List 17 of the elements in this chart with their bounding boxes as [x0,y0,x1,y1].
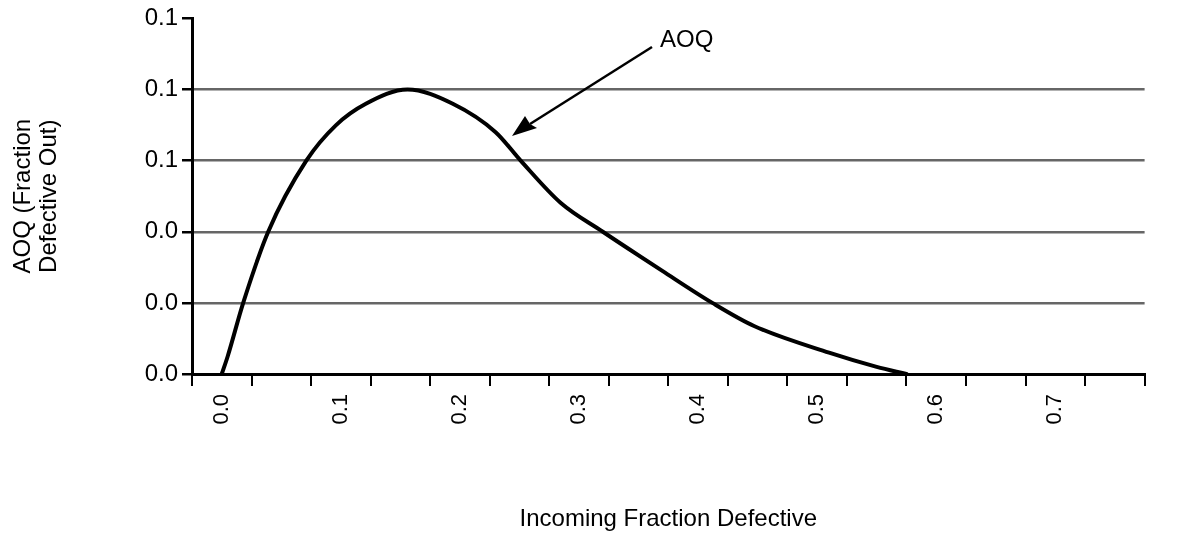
x-tick-label: 0.5 [803,394,829,425]
x-axis-title: Incoming Fraction Defective [519,504,818,532]
y-tick-label: 0.0 [144,287,178,315]
x-tick-label: 0.6 [922,394,948,425]
x-tick-label: 0.0 [207,394,233,425]
x-tick-label: 0.2 [445,394,471,425]
y-tick-label: 0.1 [144,74,178,102]
x-tick-label: 0.7 [1041,394,1067,425]
x-tick-label: 0.4 [684,394,710,425]
y-tick-label: 0.1 [144,145,178,173]
annotation: AOQ [660,24,714,52]
y-tick-label: 0.0 [144,216,178,244]
x-tick-label: 0.3 [565,394,591,425]
x-tick-label: 0.1 [326,394,352,425]
y-tick-label: 0.1 [144,3,178,31]
y-axis-title: AOQ (Fraction Defective Out) [7,118,62,274]
y-tick-label: 0.0 [144,358,178,386]
